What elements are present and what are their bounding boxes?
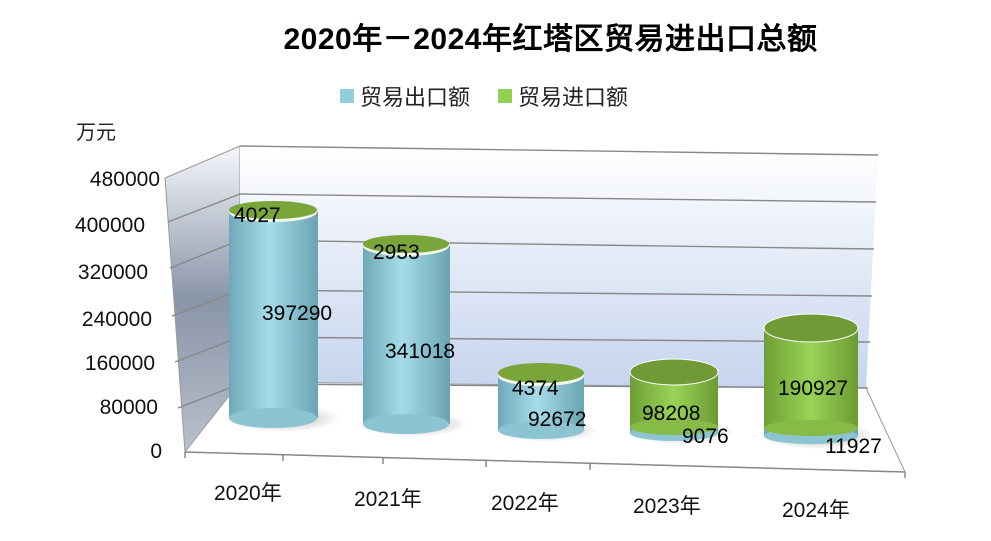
legend: 贸易出口额 贸易进口额 — [340, 80, 628, 112]
label-export-2024: 11927 — [825, 435, 882, 458]
label-import-2021: 2953 — [373, 241, 420, 264]
label-import-2020: 4027 — [234, 204, 281, 227]
label-export-2022: 92672 — [528, 408, 587, 431]
bar-2020[interactable] — [224, 201, 340, 432]
label-import-2023: 98208 — [642, 402, 701, 425]
legend-swatch-export — [340, 89, 354, 103]
legend-label-export: 贸易出口额 — [360, 85, 471, 110]
y-tick-480000: 480000 — [89, 168, 160, 191]
label-export-2021: 341018 — [385, 340, 456, 363]
y-axis-unit: 万元 — [76, 122, 116, 144]
chart-title: 2020年－2024年红塔区贸易进出口总额 — [283, 23, 818, 56]
x-tick-2023: 2023年 — [633, 495, 701, 518]
label-export-2020: 397290 — [262, 302, 333, 325]
bar-2022[interactable] — [494, 363, 598, 442]
y-tick-160000: 160000 — [84, 352, 155, 375]
legend-item-export: 贸易出口额 — [340, 80, 470, 112]
y-tick-320000: 320000 — [77, 261, 148, 284]
legend-item-import: 贸易进口额 — [498, 80, 628, 112]
bar-2021[interactable] — [358, 235, 468, 437]
x-tick-2024: 2024年 — [782, 499, 850, 522]
x-tick-2021: 2021年 — [354, 488, 422, 511]
legend-swatch-import — [498, 89, 513, 103]
bar-2023[interactable] — [626, 358, 734, 444]
label-import-2024: 190927 — [778, 377, 849, 400]
y-tick-80000: 80000 — [99, 396, 158, 419]
bar-2024[interactable] — [760, 313, 876, 449]
label-import-2022: 4374 — [512, 377, 559, 400]
y-tick-0: 0 — [150, 440, 162, 463]
label-export-2023: 9076 — [682, 425, 729, 448]
legend-label-import: 贸易进口额 — [518, 85, 629, 110]
y-tick-400000: 400000 — [74, 214, 145, 237]
x-tick-2022: 2022年 — [491, 492, 559, 515]
y-tick-240000: 240000 — [81, 308, 152, 331]
x-axis — [184, 451, 906, 478]
x-tick-2020: 2020年 — [214, 482, 282, 505]
